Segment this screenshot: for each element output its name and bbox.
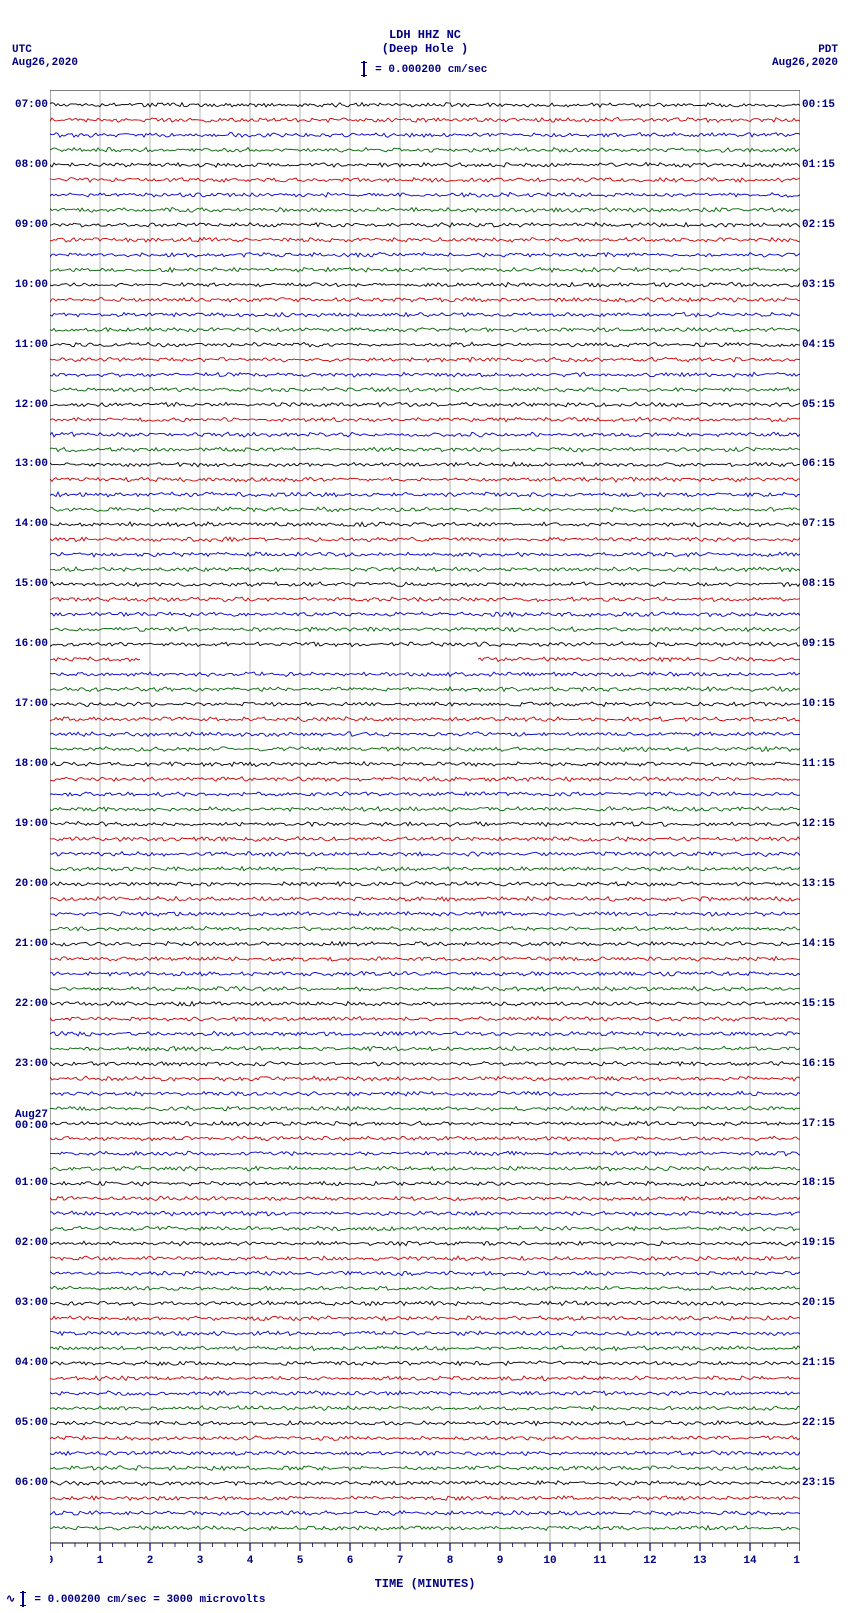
seismogram-page: UTC Aug26,2020 PDT Aug26,2020 LDH HHZ NC… bbox=[0, 0, 850, 1613]
pdt-label: 01:15 bbox=[802, 159, 835, 171]
chart-header: LDH HHZ NC (Deep Hole ) = 0.000200 cm/se… bbox=[0, 0, 850, 77]
pdt-label: 22:15 bbox=[802, 1417, 835, 1429]
utc-label: 10:00 bbox=[15, 279, 48, 291]
utc-label: 01:00 bbox=[15, 1177, 48, 1189]
utc-label: 18:00 bbox=[15, 758, 48, 770]
pdt-hour-labels: 00:15 01:15 02:15 03:15 04:15 05:15 06:15 07:15… bbox=[800, 90, 846, 1543]
pdt-label: 14:15 bbox=[802, 938, 835, 950]
svg-text:6: 6 bbox=[347, 1555, 354, 1567]
utc-label: 17:00 bbox=[15, 698, 48, 710]
utc-label: 04:00 bbox=[15, 1357, 48, 1369]
svg-text:4: 4 bbox=[247, 1555, 254, 1567]
pdt-label: 15:15 bbox=[802, 998, 835, 1010]
svg-text:12: 12 bbox=[643, 1555, 656, 1567]
utc-label: 23:00 bbox=[15, 1058, 48, 1070]
pdt-label: 11:15 bbox=[802, 758, 835, 770]
pdt-label: 04:15 bbox=[802, 339, 835, 351]
tz-right-code: PDT bbox=[772, 44, 838, 57]
svg-text:1: 1 bbox=[97, 1555, 104, 1567]
svg-text:2: 2 bbox=[147, 1555, 154, 1567]
scale-tick-icon bbox=[363, 61, 365, 77]
pdt-label: 02:15 bbox=[802, 219, 835, 231]
footer-text: = 0.000200 cm/sec = 3000 microvolts bbox=[28, 1594, 266, 1606]
tz-right-block: PDT Aug26,2020 bbox=[772, 44, 838, 70]
svg-text:5: 5 bbox=[297, 1555, 304, 1567]
scale-value: = 0.000200 cm/sec bbox=[369, 64, 488, 76]
x-axis-label: TIME (MINUTES) bbox=[0, 1577, 850, 1591]
tz-left-date: Aug26,2020 bbox=[12, 57, 78, 70]
utc-label: 06:00 bbox=[15, 1477, 48, 1489]
pdt-label: 18:15 bbox=[802, 1177, 835, 1189]
utc-label: 09:00 bbox=[15, 219, 48, 231]
pdt-label: 16:15 bbox=[802, 1058, 835, 1070]
svg-text:15: 15 bbox=[793, 1555, 800, 1567]
utc-label: 15:00 bbox=[15, 578, 48, 590]
svg-text:3: 3 bbox=[197, 1555, 204, 1567]
utc-label: 21:00 bbox=[15, 938, 48, 950]
utc-label: 22:00 bbox=[15, 998, 48, 1010]
utc-label: 02:00 bbox=[15, 1237, 48, 1249]
scale-bar: = 0.000200 cm/sec bbox=[363, 61, 488, 77]
svg-text:10: 10 bbox=[543, 1555, 556, 1567]
utc-label: 07:00 bbox=[15, 99, 48, 111]
utc-hour-labels: 07:00 08:00 09:00 10:00 11:00 12:00 13:00 14:00… bbox=[4, 90, 50, 1543]
svg-text:14: 14 bbox=[743, 1555, 757, 1567]
tz-left-block: UTC Aug26,2020 bbox=[12, 44, 78, 70]
footer-tick-icon bbox=[22, 1591, 24, 1607]
pdt-label: 07:15 bbox=[802, 518, 835, 530]
tz-left-code: UTC bbox=[12, 44, 78, 57]
utc-label: 19:00 bbox=[15, 818, 48, 830]
utc-label: 13:00 bbox=[15, 458, 48, 470]
pdt-label: 03:15 bbox=[802, 279, 835, 291]
pdt-label: 21:15 bbox=[802, 1357, 835, 1369]
svg-text:8: 8 bbox=[447, 1555, 454, 1567]
pdt-label: 09:15 bbox=[802, 638, 835, 650]
utc-label: 08:00 bbox=[15, 159, 48, 171]
pdt-label: 20:15 bbox=[802, 1297, 835, 1309]
utc-label: 05:00 bbox=[15, 1417, 48, 1429]
utc-label: 11:00 bbox=[15, 339, 48, 351]
utc-label: 14:00 bbox=[15, 518, 48, 530]
pdt-label: 13:15 bbox=[802, 878, 835, 890]
utc-label: Aug2700:00 bbox=[15, 1110, 48, 1132]
utc-label: 16:00 bbox=[15, 638, 48, 650]
plot-area bbox=[50, 90, 800, 1543]
seismogram-svg bbox=[50, 90, 800, 1543]
station-title: LDH HHZ NC bbox=[0, 28, 850, 42]
svg-text:9: 9 bbox=[497, 1555, 504, 1567]
pdt-label: 23:15 bbox=[802, 1477, 835, 1489]
pdt-label: 19:15 bbox=[802, 1237, 835, 1249]
footer-scale: ∿ = 0.000200 cm/sec = 3000 microvolts bbox=[6, 1591, 265, 1607]
svg-text:0: 0 bbox=[50, 1555, 53, 1567]
utc-label: 03:00 bbox=[15, 1297, 48, 1309]
svg-text:7: 7 bbox=[397, 1555, 404, 1567]
pdt-label: 08:15 bbox=[802, 578, 835, 590]
utc-label: 12:00 bbox=[15, 399, 48, 411]
svg-text:11: 11 bbox=[593, 1555, 607, 1567]
pdt-label: 17:15 bbox=[802, 1118, 835, 1130]
tz-right-date: Aug26,2020 bbox=[772, 57, 838, 70]
location-subtitle: (Deep Hole ) bbox=[0, 42, 850, 56]
pdt-label: 10:15 bbox=[802, 698, 835, 710]
pdt-label: 05:15 bbox=[802, 399, 835, 411]
utc-label: 20:00 bbox=[15, 878, 48, 890]
svg-text:13: 13 bbox=[693, 1555, 707, 1567]
pdt-label: 12:15 bbox=[802, 818, 835, 830]
x-axis-ticks: 0123456789101112131415 bbox=[50, 1543, 800, 1573]
pdt-label: 00:15 bbox=[802, 99, 835, 111]
pdt-label: 06:15 bbox=[802, 458, 835, 470]
x-axis: 0123456789101112131415 bbox=[50, 1543, 800, 1573]
